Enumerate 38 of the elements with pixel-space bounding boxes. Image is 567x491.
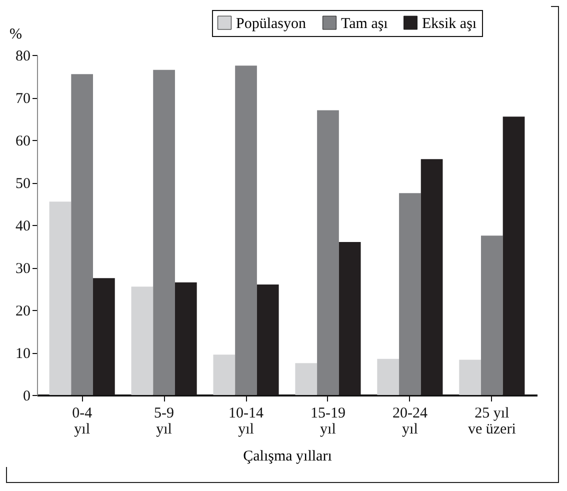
bar <box>377 358 400 395</box>
bar <box>174 282 197 395</box>
bar <box>131 286 154 395</box>
y-axis-title: % <box>10 26 22 42</box>
bar <box>213 354 236 395</box>
bar <box>480 236 503 395</box>
bar <box>153 70 175 395</box>
bar <box>459 360 481 395</box>
bar <box>49 202 72 395</box>
x-tick-label: 10-14 yıl <box>228 406 264 438</box>
y-tick-label: 60 <box>16 134 30 150</box>
legend-label: Eksik aşı <box>422 16 477 32</box>
x-tick-label: 0-4 yıl <box>72 406 93 438</box>
legend-label: Popülasyon <box>236 16 307 32</box>
bar <box>338 242 361 395</box>
bar <box>502 116 525 395</box>
bar <box>420 159 443 395</box>
x-tick-label: 5-9 yıl <box>154 406 174 438</box>
y-tick-label: 0 <box>23 388 30 404</box>
bar <box>399 193 421 395</box>
y-tick-label: 50 <box>16 176 30 192</box>
y-tick-label: 40 <box>16 218 30 234</box>
bar <box>256 284 279 395</box>
y-tick-label: 10 <box>16 346 30 362</box>
bar <box>93 278 115 395</box>
y-tick-label: 30 <box>16 261 30 277</box>
y-tick-label: 20 <box>16 304 30 320</box>
bar <box>295 363 318 395</box>
bar <box>71 74 94 395</box>
legend-label: Tam aşı <box>341 16 388 32</box>
bar <box>235 66 257 395</box>
x-axis-title: Çalışma yılları <box>243 448 332 464</box>
y-tick-label: 70 <box>16 91 30 107</box>
y-tick-label: 80 <box>16 48 30 64</box>
bar <box>317 110 339 395</box>
x-tick-label: 15-19 yıl <box>310 406 346 438</box>
x-tick-label: 25 yıl ve üzeri <box>468 406 516 438</box>
x-tick-label: 20-24 yıl <box>392 406 428 438</box>
